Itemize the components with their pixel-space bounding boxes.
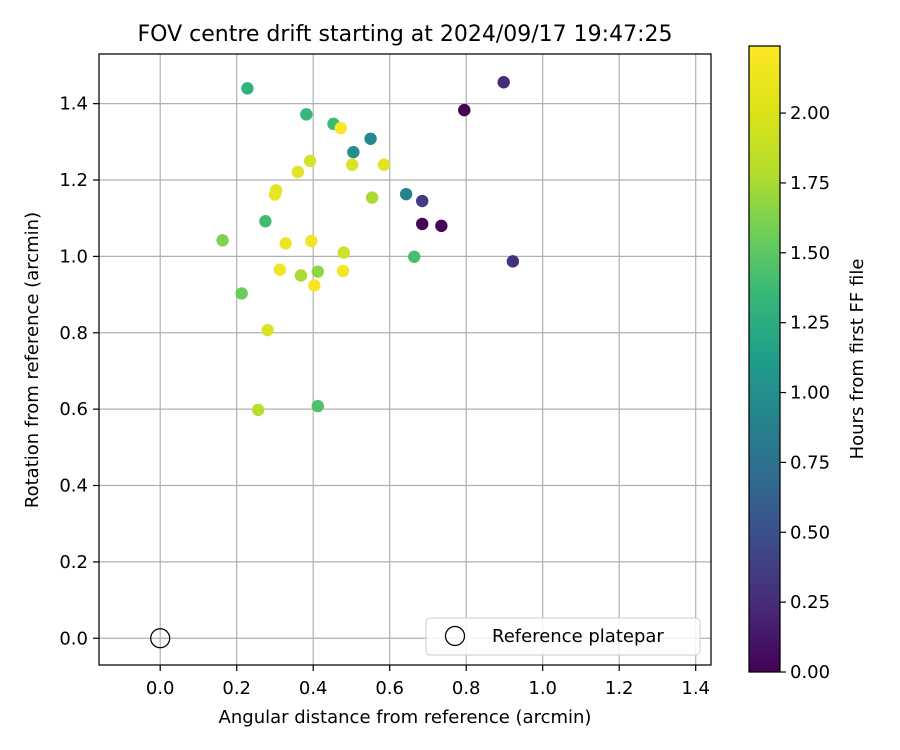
y-tick-label: 0.4 — [59, 476, 88, 497]
data-point — [497, 76, 510, 89]
legend-label: Reference platepar — [492, 626, 664, 647]
y-tick-label: 0.0 — [59, 628, 88, 649]
data-point — [303, 154, 317, 168]
data-point — [216, 234, 229, 247]
y-axis-label: Rotation from reference (arcmin) — [22, 212, 43, 508]
x-axis: 0.0 0.2 0.4 0.6 0.8 1.0 1.2 1.4 — [146, 665, 710, 699]
data-point — [261, 323, 274, 337]
data-point — [435, 219, 448, 233]
reference-marker — [150, 628, 171, 649]
data-point — [291, 165, 305, 179]
y-axis: 0.0 0.2 0.4 0.6 0.8 1.0 1.2 1.4 — [59, 94, 99, 649]
data-point — [305, 234, 318, 248]
data-point — [416, 194, 429, 208]
y-tick-label: 1.0 — [59, 246, 88, 267]
x-tick-label: 1.0 — [528, 678, 557, 699]
data-point — [279, 237, 292, 250]
x-tick-label: 0.4 — [299, 678, 328, 699]
data-point — [294, 269, 308, 282]
data-point — [235, 287, 248, 300]
data-point — [273, 263, 287, 276]
data-point — [259, 215, 272, 228]
data-point — [346, 158, 359, 171]
colorbar-tick-label: 1.50 — [790, 243, 830, 264]
colorbar-tick-label: 1.25 — [790, 313, 830, 334]
y-tick-label: 1.2 — [59, 170, 88, 191]
data-point — [337, 246, 350, 259]
x-tick-label: 0.6 — [375, 678, 404, 699]
data-point — [251, 403, 265, 417]
colorbar-label: Hours from first FF file — [847, 259, 868, 460]
colorbar-tick-label: 1.00 — [790, 383, 830, 404]
colorbar-tick-label: 2.00 — [790, 103, 830, 124]
data-point — [407, 250, 421, 263]
data-point — [365, 191, 379, 204]
data-point — [311, 265, 324, 278]
x-tick-label: 1.2 — [605, 678, 634, 699]
data-point — [506, 255, 520, 268]
data-point — [311, 399, 324, 413]
x-tick-label: 0.8 — [452, 678, 481, 699]
y-tick-label: 1.4 — [59, 94, 88, 115]
colorbar-tick-label: 0.00 — [790, 662, 830, 683]
chart-title: FOV centre drift starting at 2024/09/17 … — [138, 22, 673, 47]
x-tick-label: 0.0 — [146, 678, 175, 699]
y-tick-label: 0.8 — [59, 323, 88, 344]
y-tick-label: 0.6 — [59, 399, 88, 420]
data-point — [458, 103, 471, 117]
scatter-points — [216, 76, 520, 417]
y-tick-label: 0.2 — [59, 552, 88, 573]
colorbar-ticks: 0.00 0.25 0.50 0.75 1.00 1.25 1.50 1.75 2.00 — [780, 103, 830, 683]
grid — [99, 54, 711, 665]
data-point — [336, 264, 350, 278]
data-point — [308, 279, 321, 292]
plot-frame — [98, 53, 712, 666]
data-point — [399, 187, 413, 201]
colorbar-tick-label: 0.75 — [790, 452, 830, 473]
legend-marker-open-circle — [444, 625, 466, 647]
colorbar-tick-label: 0.25 — [790, 592, 830, 613]
colorbar-tick-label: 1.75 — [790, 173, 830, 194]
x-tick-label: 1.4 — [681, 678, 710, 699]
x-axis-label: Angular distance from reference (arcmin) — [219, 707, 592, 728]
data-point — [268, 188, 282, 201]
reference-platepar-point — [150, 628, 171, 649]
x-tick-label: 0.2 — [222, 678, 251, 699]
data-point — [300, 108, 313, 121]
data-point — [347, 145, 360, 159]
data-point — [334, 121, 347, 135]
legend: Reference platepar — [425, 617, 701, 656]
data-point — [377, 158, 391, 171]
colorbar-tick-label: 0.50 — [790, 522, 830, 543]
data-point — [241, 82, 254, 95]
data-point — [416, 217, 429, 231]
data-point — [364, 132, 377, 145]
legend-box — [425, 617, 701, 656]
colorbar — [748, 45, 781, 673]
